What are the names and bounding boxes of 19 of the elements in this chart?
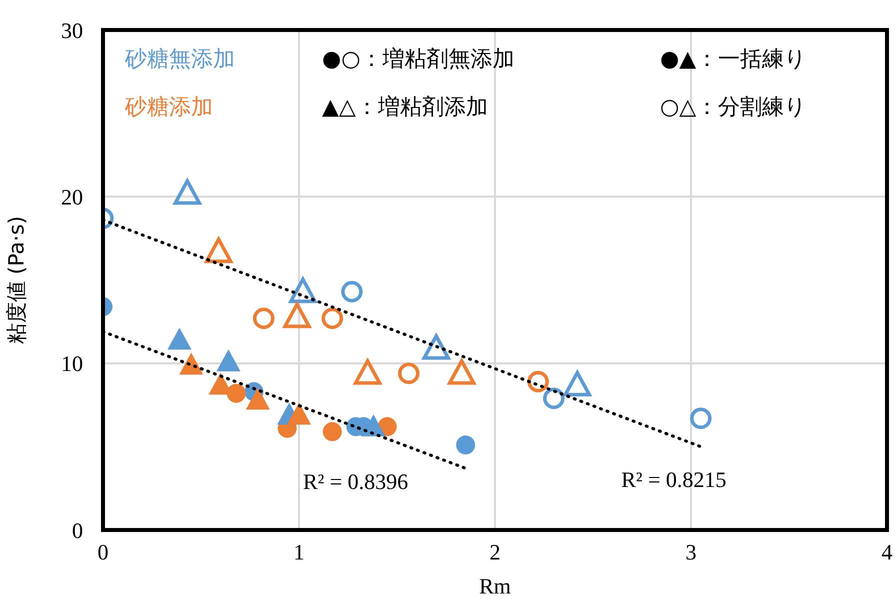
x-tick-label: 3: [686, 540, 696, 565]
annotation: R² = 0.8396: [303, 469, 408, 496]
y-tick-label: 0: [72, 518, 83, 543]
annotation: ●▲：一括練り: [660, 46, 808, 74]
x-tick-label: 4: [882, 540, 892, 565]
annotation: 砂糖無添加: [125, 46, 235, 74]
y-axis-title: 粘度値 (Pa·s): [4, 216, 28, 344]
x-tick-label: 2: [490, 540, 500, 565]
y-tick-label: 30: [61, 18, 83, 43]
annotation: ○△：分割練り: [660, 94, 808, 122]
x-tick-label: 1: [294, 540, 304, 565]
y-tick-label: 10: [61, 351, 83, 376]
x-axis-title: Rm: [479, 574, 511, 599]
y-tick-label: 20: [61, 184, 83, 210]
annotation: ●○：増粘剤無添加: [322, 46, 514, 74]
annotation: R² = 0.8215: [621, 466, 726, 493]
annotation: 砂糖添加: [125, 94, 213, 122]
x-tick-label: 0: [98, 540, 108, 565]
annotation: ▲△：増粘剤添加: [322, 94, 488, 122]
